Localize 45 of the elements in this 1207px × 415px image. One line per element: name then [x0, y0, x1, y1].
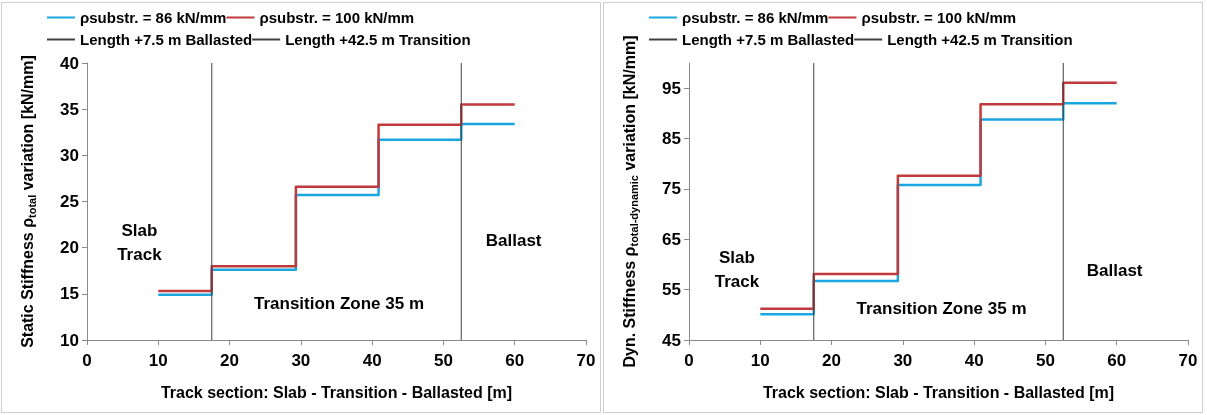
- legend-label: Length +7.5 m Ballasted: [682, 31, 855, 48]
- x-axis-title: Track section: Slab - Transition - Ballasted [m]: [762, 383, 1115, 401]
- x-tick-label: 50: [433, 351, 453, 370]
- y-tick-label: 35: [60, 99, 79, 119]
- legend-label: ρsubstr. = 100 kN/mm: [861, 9, 1017, 26]
- y-tick-label: 75: [662, 179, 681, 199]
- x-tick-label: 40: [362, 351, 382, 370]
- x-tick-label: 50: [1035, 351, 1055, 370]
- legend-label: Length +42.5 m Transition: [285, 31, 471, 48]
- x-tick-label: 0: [82, 351, 92, 370]
- y-tick-label: 10: [60, 330, 79, 350]
- legend-label: ρsubstr. = 100 kN/mm: [259, 9, 415, 26]
- annotation: Transition Zone 35 m: [856, 298, 1027, 318]
- x-tick-label: 70: [1178, 351, 1198, 370]
- y-tick-label: 20: [60, 238, 79, 258]
- y-tick-label: 95: [662, 78, 681, 98]
- annotation: Slab Track: [714, 247, 760, 291]
- legend-label: ρsubstr. = 86 kN/mm: [682, 9, 829, 26]
- y-tick-label: 15: [60, 284, 79, 304]
- x-tick-label: 20: [822, 351, 842, 370]
- x-tick-label: 60: [505, 351, 525, 370]
- legend-label: Length +7.5 m Ballasted: [80, 31, 253, 48]
- x-axis-title: Track section: Slab - Transition - Ballasted [m]: [160, 383, 513, 401]
- y-tick-label: 85: [662, 129, 681, 149]
- annotation: Ballast: [1086, 261, 1143, 281]
- annotation: Ballast: [485, 230, 542, 250]
- x-tick-label: 10: [148, 351, 168, 370]
- y-tick-label: 55: [662, 280, 681, 300]
- y-tick-label: 45: [662, 330, 681, 350]
- legend-label: ρsubstr. = 86 kN/mm: [80, 9, 227, 26]
- annotation: Slab Track: [117, 220, 163, 264]
- y-tick-label: 40: [60, 53, 79, 73]
- x-tick-label: 20: [220, 351, 240, 370]
- x-tick-label: 30: [291, 351, 311, 370]
- y-tick-label: 30: [60, 145, 79, 165]
- y-tick-label: 25: [60, 192, 79, 211]
- y-tick-label: 65: [662, 229, 681, 249]
- x-tick-label: 70: [576, 351, 596, 370]
- x-tick-label: 10: [750, 351, 770, 370]
- x-tick-label: 30: [893, 351, 913, 370]
- x-tick-label: 40: [964, 351, 984, 370]
- legend-label: Length +42.5 m Transition: [887, 31, 1073, 48]
- x-tick-label: 0: [684, 351, 694, 370]
- x-tick-label: 60: [1107, 351, 1127, 370]
- annotation: Transition Zone 35 m: [253, 293, 425, 313]
